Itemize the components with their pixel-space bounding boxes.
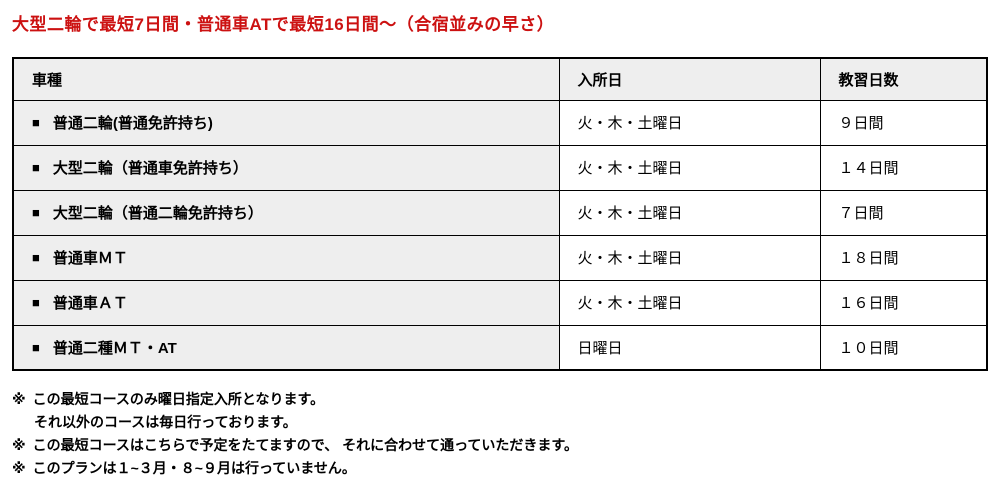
note-marker: ※ [12, 391, 26, 407]
duration-cell: １０日間 [819, 324, 988, 371]
vehicle-cell: ■ 普通二輪(普通免許持ち) [12, 99, 560, 146]
header-training-days: 教習日数 [819, 57, 988, 101]
square-bullet-icon: ■ [32, 160, 40, 175]
vehicle-cell: ■ 普通二種ＭＴ・AT [12, 324, 560, 371]
entry-days-cell: 火・木・土曜日 [558, 99, 821, 146]
duration-cell: ９日間 [819, 99, 988, 146]
duration-cell: ７日間 [819, 189, 988, 236]
vehicle-cell: ■ 普通車ＭＴ [12, 234, 560, 281]
square-bullet-icon: ■ [32, 339, 40, 355]
square-bullet-icon: ■ [32, 295, 40, 310]
footnote-continuation: それ以外のコースは毎日行っております。 [12, 411, 988, 434]
vehicle-cell: ■ 普通車ＡＴ [12, 279, 560, 326]
table-row: ■ 普通二種ＭＴ・AT 日曜日 １０日間 [12, 324, 988, 371]
vehicle-cell: ■ 大型二輪（普通二輪免許持ち） [12, 189, 560, 236]
entry-days-cell: 火・木・土曜日 [558, 234, 821, 281]
square-bullet-icon: ■ [32, 115, 40, 130]
note-marker: ※ [12, 460, 26, 476]
entry-days-cell: 火・木・土曜日 [558, 189, 821, 236]
footnotes: ※ この最短コースのみ曜日指定入所となります。 それ以外のコースは毎日行っておりま… [12, 388, 988, 480]
page-title: 大型二輪で最短7日間・普通車ATで最短16日間〜（合宿並みの早さ） [12, 15, 555, 34]
header-entry-day: 入所日 [558, 57, 821, 101]
table-row: ■ 大型二輪（普通車免許持ち） 火・木・土曜日 １４日間 [12, 144, 988, 191]
footnote: ※ このプランは１~３月・８~９月は行っていません。 [12, 457, 988, 480]
footnote: ※ この最短コースはこちらで予定をたてますので、 それに合わせて通っていただきます… [12, 434, 988, 457]
square-bullet-icon: ■ [32, 250, 40, 265]
vehicle-label: 普通車ＭＴ [52, 250, 128, 267]
vehicle-label: 普通二種ＭＴ・AT [52, 339, 177, 357]
entry-days-cell: 日曜日 [558, 324, 821, 371]
vehicle-label: 普通車ＡＴ [52, 295, 128, 312]
table-row: ■ 普通車ＭＴ 火・木・土曜日 １８日間 [12, 234, 988, 281]
entry-days-cell: 火・木・土曜日 [558, 279, 821, 326]
duration-cell: １６日間 [819, 279, 988, 326]
vehicle-label: 普通二輪(普通免許持ち) [52, 115, 213, 132]
table-row: ■ 普通車ＡＴ 火・木・土曜日 １６日間 [12, 279, 988, 326]
header-vehicle-type: 車種 [12, 57, 560, 101]
entry-days-cell: 火・木・土曜日 [558, 144, 821, 191]
footnote: ※ この最短コースのみ曜日指定入所となります。 [12, 388, 988, 411]
vehicle-label: 大型二輪（普通二輪免許持ち） [52, 205, 263, 222]
footnote-text: それ以外のコースは毎日行っております。 [34, 414, 297, 430]
footnote-text: このプランは１~３月・８~９月は行っていません。 [32, 460, 356, 476]
page: 大型二輪で最短7日間・普通車ATで最短16日間〜（合宿並みの早さ） 車種 入所日… [12, 15, 988, 480]
duration-cell: １８日間 [819, 234, 988, 281]
footnote-text: この最短コースはこちらで予定をたてますので、 それに合わせて通っていただきます。 [32, 437, 579, 453]
vehicle-cell: ■ 大型二輪（普通車免許持ち） [12, 144, 560, 191]
square-bullet-icon: ■ [32, 205, 40, 220]
note-marker: ※ [12, 437, 26, 453]
duration-cell: １４日間 [819, 144, 988, 191]
footnote-text: この最短コースのみ曜日指定入所となります。 [32, 391, 325, 407]
vehicle-label: 大型二輪（普通車免許持ち） [52, 160, 248, 177]
table-row: ■ 普通二輪(普通免許持ち) 火・木・土曜日 ９日間 [12, 99, 988, 146]
table-header-row: 車種 入所日 教習日数 [12, 57, 988, 101]
course-schedule-table: 車種 入所日 教習日数 ■ 普通二輪(普通免許持ち) 火・木・土曜日 ９日間 ■ 大… [12, 57, 988, 371]
table-row: ■ 大型二輪（普通二輪免許持ち） 火・木・土曜日 ７日間 [12, 189, 988, 236]
